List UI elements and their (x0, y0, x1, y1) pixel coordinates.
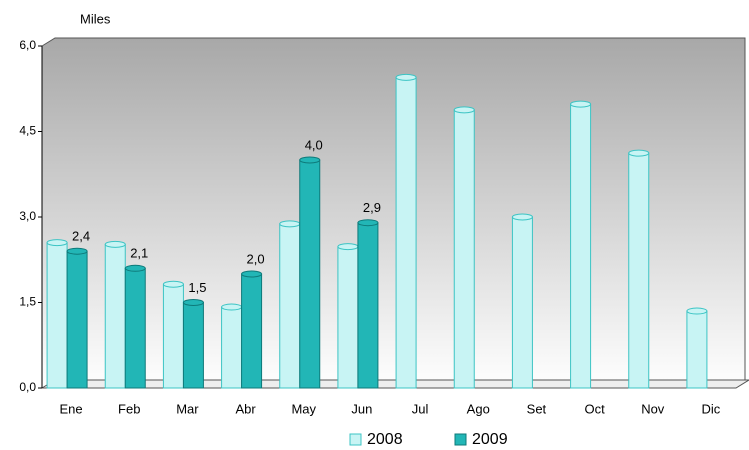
bar-cap (686, 307, 708, 315)
bar-cap (511, 213, 533, 221)
bar (124, 267, 146, 389)
bar-cap (241, 270, 263, 278)
bar-cap (395, 73, 417, 81)
bar (66, 250, 88, 389)
x-tick-label: Jul (412, 401, 429, 416)
x-tick-label: Jun (351, 401, 372, 416)
value-label: 2,9 (363, 200, 381, 215)
bar (104, 243, 126, 389)
x-tick-label: Dic (702, 401, 721, 416)
bar (395, 76, 417, 389)
x-tick-label: Mar (176, 401, 199, 416)
bar (337, 246, 359, 389)
x-tick-label: Oct (584, 401, 605, 416)
value-label: 4,0 (305, 137, 323, 152)
bar (182, 302, 204, 389)
legend-swatch (349, 433, 362, 446)
bar (628, 152, 650, 389)
bar-cap (66, 247, 88, 255)
x-tick-label: Feb (118, 401, 140, 416)
bar-cap (221, 303, 243, 311)
x-tick-label: Abr (235, 401, 256, 416)
value-label: 2,4 (72, 229, 90, 244)
bar-cap (182, 299, 204, 306)
bar-cap (337, 243, 359, 251)
bar (357, 222, 379, 389)
bar (511, 216, 533, 389)
bar-cap (570, 100, 592, 108)
legend-label: 2009 (472, 431, 508, 448)
value-label: 2,1 (130, 246, 148, 261)
value-label: 1,5 (188, 280, 206, 295)
y-tick-label: 6,0 (19, 38, 36, 52)
bar (299, 159, 321, 389)
bar-cap (104, 240, 126, 248)
x-tick-label: May (291, 401, 316, 416)
bar-cap (46, 239, 68, 247)
y-tick-label: 0,0 (19, 380, 36, 394)
legend-swatch (454, 433, 467, 446)
bar (570, 103, 592, 389)
y-tick-label: 4,5 (19, 124, 36, 138)
y-axis-label: Miles (80, 11, 111, 26)
y-tick-label: 1,5 (19, 295, 36, 309)
bar (453, 109, 475, 389)
y-tick-label: 3,0 (19, 209, 36, 223)
bar-cap (357, 219, 379, 227)
x-tick-label: Nov (641, 401, 665, 416)
bar (46, 242, 68, 389)
bar-cap (453, 106, 475, 114)
x-tick-label: Ago (467, 401, 490, 416)
bar-cap (162, 280, 184, 288)
bar-cap (124, 264, 146, 272)
bar (162, 283, 184, 389)
value-label: 2,0 (247, 251, 265, 266)
x-tick-label: Ene (60, 401, 83, 416)
x-tick-label: Set (527, 401, 547, 416)
bar (279, 223, 301, 389)
bar-cap (299, 156, 321, 164)
bar-cap (279, 220, 301, 228)
bar (241, 273, 263, 389)
bar (686, 310, 708, 389)
bar-cap (628, 149, 650, 157)
bar (221, 306, 243, 389)
legend-label: 2008 (367, 431, 403, 448)
